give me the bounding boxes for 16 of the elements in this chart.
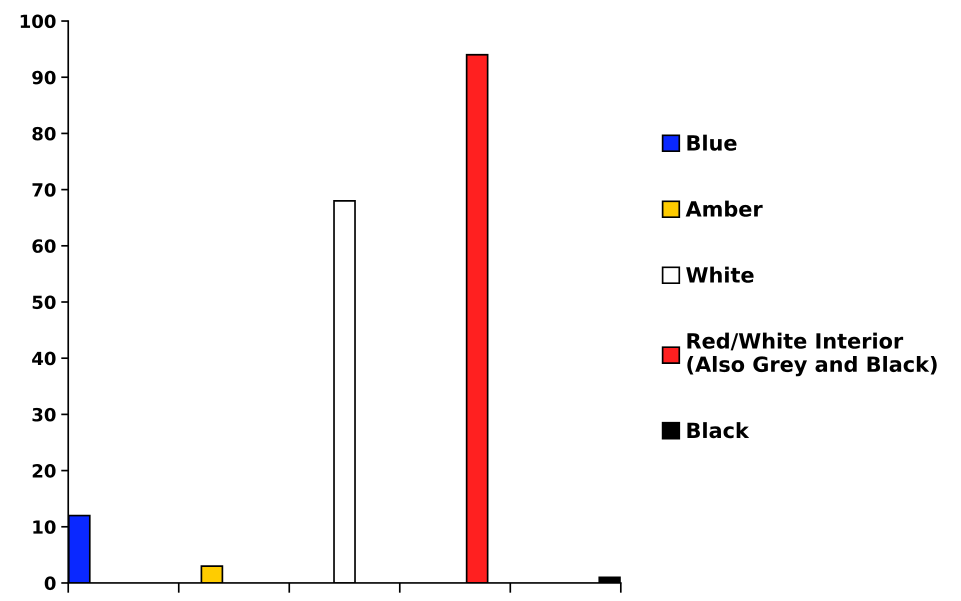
legend-label: Black [687,422,750,438]
y-tick-label: 20 [32,464,56,478]
y-tick-label: 100 [20,14,56,28]
y-tick-label: 0 [44,576,56,590]
y-tick-label: 90 [32,70,56,84]
legend-label: Red/White Interior (Also Grey and Black) [687,332,937,376]
legend-label: Blue [687,134,737,151]
y-tick-label: 40 [32,352,56,366]
y-tick-label: 60 [32,239,56,253]
legend-label: White [686,266,754,283]
y-tick-label: 50 [32,295,56,310]
y-tick-label: 80 [32,126,56,141]
y-tick-label: 70 [32,183,56,197]
y-tick-label: 10 [33,520,56,534]
legend-label: Amber [686,200,763,217]
y-tick-label: 30 [32,408,56,422]
